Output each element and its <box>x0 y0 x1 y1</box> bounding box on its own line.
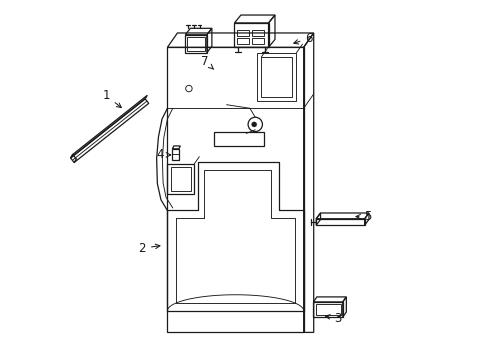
Circle shape <box>251 122 256 127</box>
Text: 7: 7 <box>201 55 213 69</box>
Text: 6: 6 <box>293 32 312 45</box>
Text: 1: 1 <box>102 89 121 108</box>
Text: 2: 2 <box>138 242 160 255</box>
Text: 3: 3 <box>325 311 341 325</box>
Text: 5: 5 <box>355 210 371 223</box>
Text: 4: 4 <box>156 148 170 161</box>
